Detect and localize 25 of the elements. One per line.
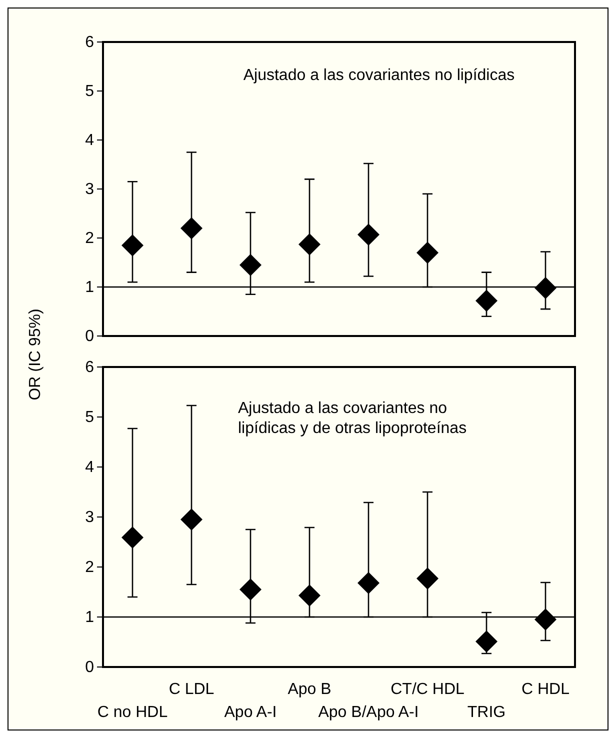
y-tick-label: 1 bbox=[85, 609, 94, 626]
y-tick-label: 6 bbox=[85, 34, 94, 52]
annotation: Ajustado a las covariantes no lipídicas bbox=[243, 67, 515, 84]
y-tick-label: 3 bbox=[85, 509, 94, 526]
x-tick-label: C HDL bbox=[521, 681, 570, 698]
x-tick-label: C LDL bbox=[168, 681, 214, 698]
x-tick-label: C no HDL bbox=[97, 704, 168, 721]
y-tick-label: 4 bbox=[85, 132, 94, 150]
y-tick-label: 1 bbox=[85, 279, 94, 296]
x-tick-label: Apo B/Apo A-I bbox=[318, 704, 419, 721]
x-tick-label: TRIG bbox=[467, 704, 506, 721]
y-axis-title: OR (IC 95%) bbox=[27, 308, 44, 400]
y-tick-label: 0 bbox=[85, 328, 94, 346]
y-tick-label: 3 bbox=[85, 181, 94, 198]
x-tick-label: CT/C HDL bbox=[390, 681, 464, 698]
annotation: Ajustado a las covariantes no lipídicas y de otras lipoproteínas bbox=[238, 400, 467, 437]
y-tick-label: 2 bbox=[85, 559, 94, 576]
x-tick-label: Apo B bbox=[288, 681, 332, 698]
y-tick-label: 5 bbox=[85, 83, 94, 100]
y-tick-label: 2 bbox=[85, 230, 94, 248]
y-tick-label: 5 bbox=[85, 409, 94, 426]
x-tick-label: Apo A-I bbox=[224, 704, 277, 721]
y-tick-label: 6 bbox=[85, 359, 94, 376]
y-tick-label: 0 bbox=[85, 659, 94, 676]
y-tick-label: 4 bbox=[85, 459, 94, 476]
